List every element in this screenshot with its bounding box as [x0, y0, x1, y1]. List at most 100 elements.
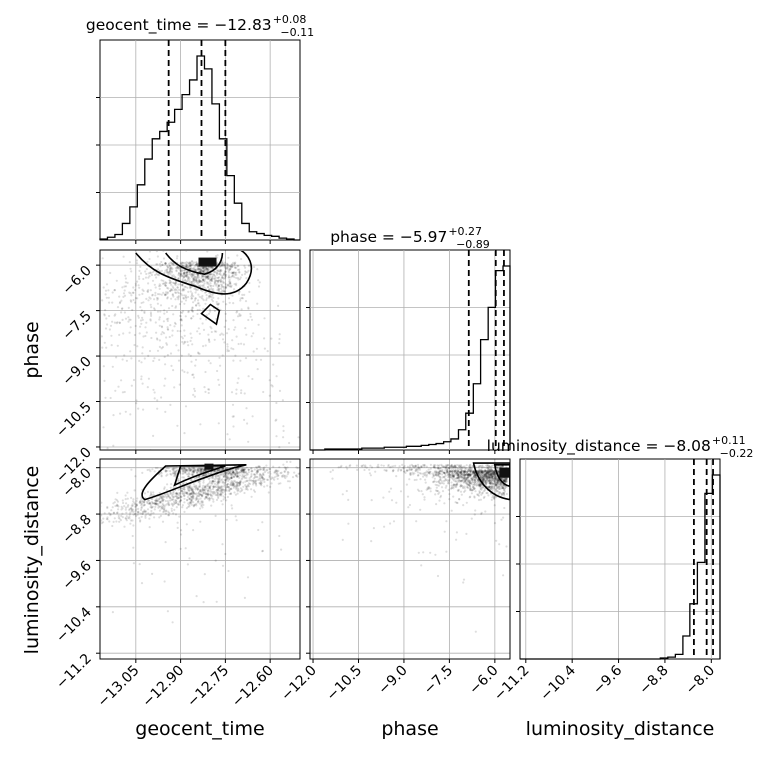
sample-point — [217, 479, 221, 482]
sample-point — [214, 475, 217, 478]
sample-point — [448, 466, 451, 469]
sample-point — [503, 506, 506, 510]
sample-point — [102, 521, 105, 524]
sample-point — [230, 265, 233, 268]
sample-point — [209, 266, 212, 269]
sample-point — [339, 362, 341, 364]
sample-point — [205, 492, 208, 495]
sample-point — [225, 303, 228, 306]
sample-point — [222, 481, 225, 484]
sample-point — [196, 472, 199, 475]
sample-point — [486, 471, 489, 474]
sample-point — [190, 473, 193, 476]
sample-point — [480, 511, 483, 514]
sample-point — [192, 492, 195, 495]
sample-point — [166, 292, 169, 295]
sample-point — [460, 473, 463, 476]
sample-point — [452, 465, 455, 468]
sample-point — [184, 279, 187, 282]
sample-point — [176, 266, 179, 269]
sample-point — [156, 255, 159, 258]
sample-point — [128, 515, 131, 518]
sample-point — [143, 500, 146, 503]
sample-point — [109, 396, 112, 400]
sample-point — [141, 512, 144, 516]
sample-point — [164, 469, 167, 472]
sample-point — [244, 468, 247, 471]
sample-point — [284, 476, 287, 480]
sample-point — [204, 491, 207, 494]
sample-point — [236, 485, 239, 488]
sample-point — [189, 265, 192, 268]
sample-point — [205, 299, 208, 302]
sample-point — [168, 470, 172, 473]
sample-point — [181, 369, 184, 372]
sample-point — [120, 508, 123, 511]
sample-point — [169, 492, 172, 495]
sample-point — [215, 470, 218, 473]
sample-point — [459, 471, 462, 474]
sample-point — [183, 341, 186, 344]
sample-point — [460, 467, 463, 471]
sample-point — [130, 384, 133, 387]
sample-point — [106, 505, 109, 509]
sample-point — [441, 468, 444, 471]
sample-point — [497, 479, 500, 482]
histogram-steps — [520, 474, 721, 660]
contour-island — [200, 303, 221, 326]
sample-point — [202, 269, 205, 272]
sample-point — [224, 474, 227, 477]
sample-point — [179, 499, 183, 502]
sample-point — [438, 464, 441, 467]
sample-point — [247, 468, 250, 471]
sample-point — [485, 473, 488, 476]
sample-point — [200, 493, 204, 496]
sample-point — [447, 476, 450, 479]
sample-point — [169, 281, 172, 284]
sample-point — [486, 475, 489, 479]
sample-point — [198, 490, 201, 493]
sample-point — [504, 480, 507, 483]
sample-point — [239, 299, 242, 302]
sample-point — [177, 494, 180, 497]
sample-point — [474, 473, 477, 476]
sample-point — [138, 332, 141, 335]
sample-point — [451, 474, 454, 478]
sample-point — [269, 472, 272, 475]
sample-point — [255, 469, 258, 472]
sample-point — [226, 284, 229, 287]
sample-point — [461, 466, 464, 469]
sample-point — [437, 475, 440, 478]
sample-point — [331, 477, 334, 480]
sample-point — [168, 264, 171, 267]
sample-point — [484, 474, 487, 477]
sample-point — [437, 471, 441, 474]
sample-point — [175, 497, 179, 500]
sample-point — [188, 501, 191, 504]
sample-point — [149, 271, 152, 274]
sample-point — [199, 471, 202, 474]
sample-point — [182, 494, 186, 498]
sample-point — [88, 291, 90, 293]
sample-point — [208, 497, 211, 500]
sample-point — [445, 467, 448, 470]
sample-point — [435, 471, 438, 474]
sample-point — [208, 487, 211, 490]
sample-point — [480, 472, 483, 475]
sample-point — [496, 478, 499, 481]
sample-point — [225, 475, 229, 478]
sample-point — [142, 408, 145, 411]
sample-point — [495, 496, 498, 499]
sample-point — [491, 469, 494, 472]
sample-point — [227, 274, 230, 277]
sample-point — [233, 262, 236, 265]
sample-point — [485, 471, 488, 475]
sample-point — [165, 509, 168, 512]
sample-point — [397, 469, 400, 472]
sample-point — [487, 474, 490, 477]
sample-point — [158, 293, 161, 296]
sample-point — [230, 475, 233, 478]
sample-point — [243, 418, 246, 421]
sample-point — [219, 272, 222, 275]
sample-point — [450, 471, 454, 474]
